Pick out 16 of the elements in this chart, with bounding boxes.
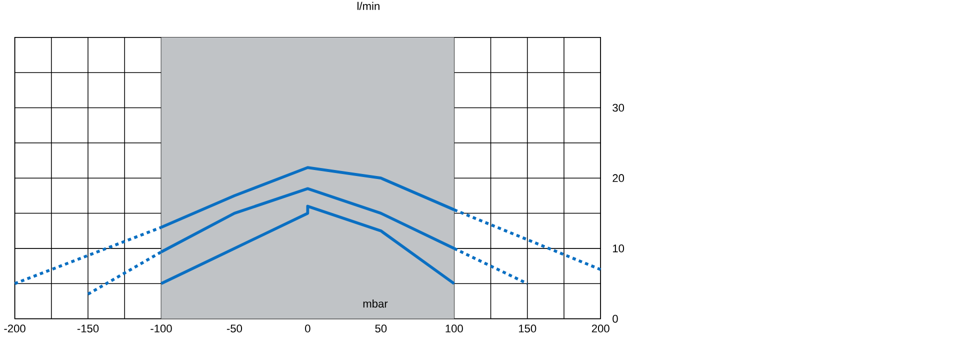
x-tick-label: -150 [77,324,99,332]
x-tick-label: 100 [446,324,463,332]
x-tick-label: -100 [150,324,172,332]
y-tick-label: 20 [612,174,624,182]
x-tick-label: 150 [518,324,536,332]
x-tick-label: -50 [226,324,242,332]
y-axis-title: l/min [358,2,380,10]
y-tick-label: 10 [613,244,624,252]
x-tick-label: 0 [305,324,310,332]
line-series [160,204,456,286]
y-tick-label: 0 [612,314,618,323]
y-tick-label: 30 [612,104,624,112]
x-tick-label: 50 [375,324,387,332]
x-tick-label: -200 [4,324,26,332]
x-axis-title: mbar [363,299,388,308]
x-tick-label: 200 [592,324,610,332]
